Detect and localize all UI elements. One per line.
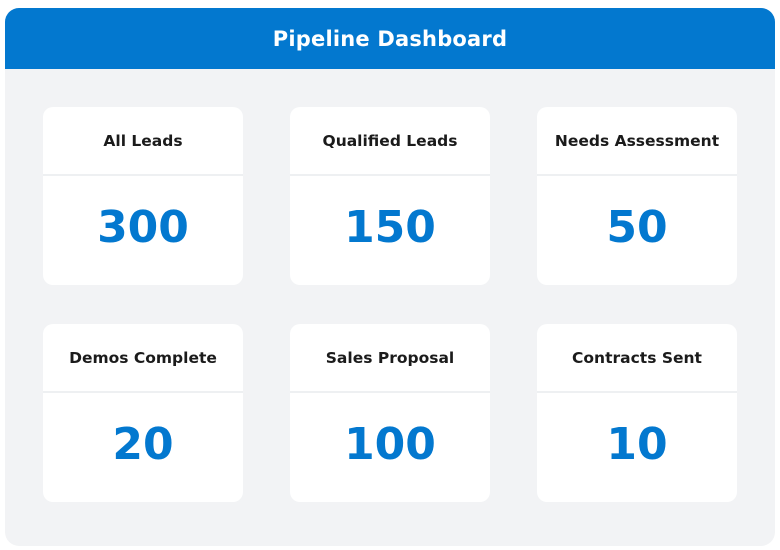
- metric-value: 10: [606, 419, 668, 470]
- metric-label: All Leads: [103, 131, 183, 150]
- metrics-grid: All Leads 300 Qualified Leads 150 Needs …: [43, 107, 737, 502]
- card-divider: [43, 174, 243, 176]
- metric-label: Qualified Leads: [322, 131, 458, 150]
- metric-card-qualified-leads: Qualified Leads 150: [290, 107, 490, 285]
- metric-value: 100: [344, 419, 436, 470]
- metric-value: 20: [112, 419, 174, 470]
- metric-label: Demos Complete: [69, 348, 217, 367]
- metric-value: 300: [97, 202, 189, 253]
- metric-card-demos-complete: Demos Complete 20: [43, 324, 243, 502]
- metric-value: 150: [344, 202, 436, 253]
- metric-label: Contracts Sent: [572, 348, 702, 367]
- metric-label: Sales Proposal: [325, 348, 455, 367]
- metric-label: Needs Assessment: [554, 131, 720, 150]
- dashboard-header: Pipeline Dashboard: [5, 8, 775, 69]
- dashboard-panel: Pipeline Dashboard All Leads 300 Qualifi…: [5, 8, 775, 546]
- page-title: Pipeline Dashboard: [272, 26, 508, 51]
- card-divider: [290, 391, 490, 393]
- metric-card-needs-assessment: Needs Assessment 50: [537, 107, 737, 285]
- metric-card-sales-proposal: Sales Proposal 100: [290, 324, 490, 502]
- card-divider: [290, 174, 490, 176]
- card-divider: [43, 391, 243, 393]
- card-divider: [537, 174, 737, 176]
- card-divider: [537, 391, 737, 393]
- metric-card-contracts-sent: Contracts Sent 10: [537, 324, 737, 502]
- metric-value: 50: [606, 202, 668, 253]
- metric-card-all-leads: All Leads 300: [43, 107, 243, 285]
